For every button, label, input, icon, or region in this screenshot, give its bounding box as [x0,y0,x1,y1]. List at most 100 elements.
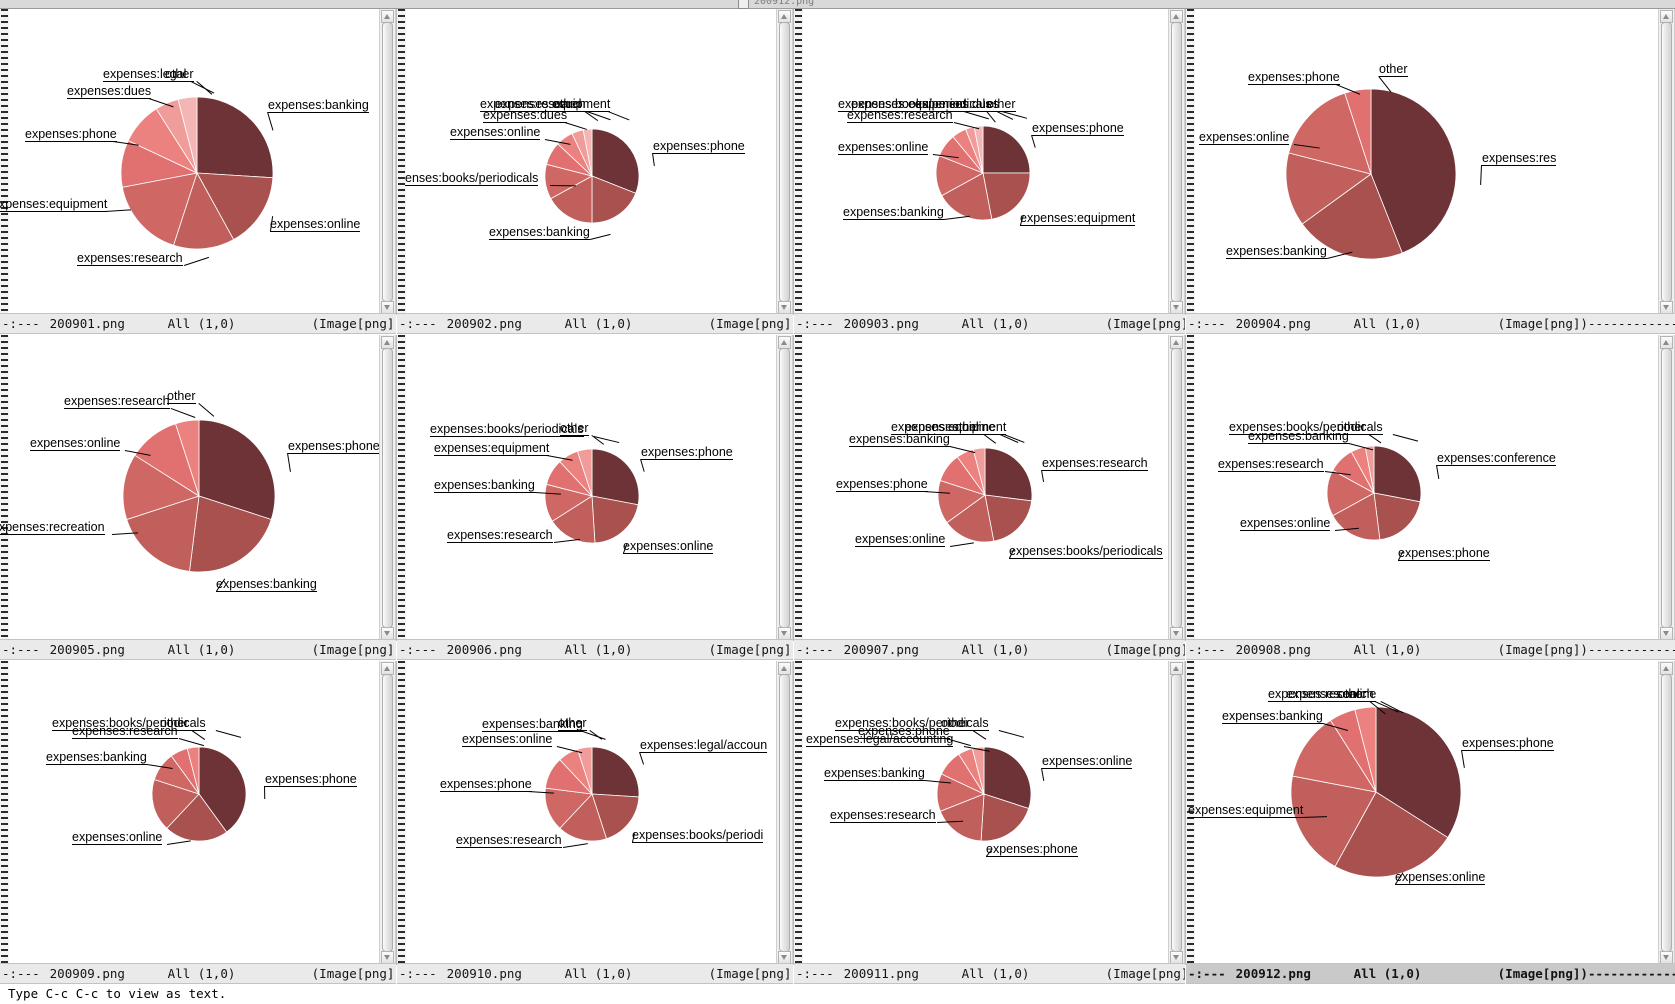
pie-slice-label: expenses:online [1395,870,1486,885]
pie-chart [935,125,1031,221]
scrollbar-thumb[interactable] [1171,674,1182,952]
vertical-scrollbar[interactable] [1658,9,1675,315]
continuation-marks-icon [795,9,802,315]
modeline[interactable]: -:--- 200904.png All (1,0) (Image[png])----… [1186,313,1675,334]
image-canvas[interactable]: expenses:banking other expenses:online expe… [397,661,778,965]
emacs-window-200903[interactable]: expenses:books/periodicals expenses:equip… [794,9,1185,334]
vertical-scrollbar[interactable] [1168,335,1185,641]
image-canvas[interactable]: expenses:equipment expenses:online other ex… [794,335,1170,641]
image-canvas[interactable]: expenses:books/periodicals other expenses:… [794,661,1170,965]
scrollbar-thumb[interactable] [779,674,790,952]
pie-slice [122,454,200,520]
window-divider[interactable] [1185,335,1186,641]
pie-slice [984,494,1033,542]
pie-slice [972,447,986,496]
pie-slice-label: expenses:banking [482,717,583,732]
vertical-scrollbar[interactable] [776,661,793,965]
pie-slice-label: expenses:online [1286,687,1377,702]
image-canvas[interactable]: expenses:research other expenses:online exp… [0,335,381,641]
emacs-window-200907[interactable]: expenses:equipment expenses:online other ex… [794,335,1185,660]
emacs-window-200908[interactable]: expenses:books/periodicals other expenses:… [1186,335,1675,660]
emacs-window-200909[interactable]: expenses:books/periodicals other expenses:… [0,661,396,984]
scrollbar-thumb[interactable] [1661,674,1672,952]
modeline[interactable]: -:--- 200908.png All (1,0) (Image[png])----… [1186,639,1675,660]
pie-slice-label: expenses:legal [103,67,187,82]
modeline-position: All (1,0) [167,316,236,331]
vertical-scrollbar[interactable] [1658,661,1675,965]
pie-slice-label: expenses:research [847,108,953,123]
continuation-marks-icon [1,335,8,641]
image-canvas[interactable]: other expenses:phone expenses:online expens… [1186,9,1660,315]
window-divider[interactable] [1185,661,1186,965]
pie-slice [550,175,593,224]
modeline-major-mode: (Image[png]) [311,642,396,657]
modeline-position: All (1,0) [564,642,633,657]
scroll-up-arrow-icon[interactable] [1660,10,1673,23]
window-divider[interactable] [793,661,794,965]
emacs-window-200905[interactable]: expenses:research other expenses:online exp… [0,335,396,660]
window-divider[interactable] [396,335,397,641]
scrollbar-thumb[interactable] [1661,22,1672,302]
scrollbar-thumb[interactable] [1171,22,1182,302]
vertical-scrollbar[interactable] [1168,661,1185,965]
pie-slice-label: enses:books/periodicals [405,171,539,186]
scrollbar-thumb[interactable] [382,22,393,302]
modeline-prefix: -:--- [2,642,40,657]
pie-chart [544,746,640,842]
image-canvas[interactable]: expenses:legal other expenses:dues expenses… [0,9,381,315]
image-canvas[interactable]: expenses:books/periodicals other expenses:… [0,661,381,965]
emacs-window-200910[interactable]: expenses:banking other expenses:online expe… [397,661,793,984]
window-divider[interactable] [793,9,794,315]
vertical-scrollbar[interactable] [379,661,396,965]
emacs-window-200906[interactable]: expenses:books/periodicals other expenses:… [397,335,793,660]
window-divider[interactable] [396,661,397,965]
left-fringe [794,9,803,315]
vertical-scrollbar[interactable] [379,335,396,641]
vertical-scrollbar[interactable] [1658,335,1675,641]
scrollbar-thumb[interactable] [382,674,393,952]
scrollbar-thumb[interactable] [779,22,790,302]
modeline-position: All (1,0) [961,316,1030,331]
pie-slice [941,172,993,221]
modeline-buffer-name: 200902.png [446,316,522,331]
modeline-position: All (1,0) [564,316,633,331]
pie-slice [551,495,596,544]
emacs-window-200902[interactable]: expenses:research expenses:equipment other… [397,9,793,334]
modeline-major-mode: (Image[png]) [708,966,793,981]
pie-slice [198,419,276,520]
emacs-window-200904[interactable]: other expenses:phone expenses:online expens… [1186,9,1675,334]
scrollbar-thumb[interactable] [1661,348,1672,628]
vertical-scrollbar[interactable] [1168,9,1185,315]
continuation-marks-icon [398,335,405,641]
scroll-up-arrow-icon[interactable] [1170,10,1183,23]
vertical-scrollbar[interactable] [776,9,793,315]
image-canvas[interactable]: expenses:books/periodicals expenses:equip… [794,9,1170,315]
image-canvas[interactable]: expenses:research expenses:equipment other… [397,9,778,315]
window-divider[interactable] [1185,9,1186,315]
vertical-scrollbar[interactable] [776,335,793,641]
emacs-window-200911[interactable]: expenses:books/periodicals other expenses:… [794,661,1185,984]
image-canvas[interactable]: expenses:books/periodicals other expenses:… [397,335,778,641]
scrollbar-thumb[interactable] [382,348,393,628]
vertical-scrollbar[interactable] [379,9,396,315]
window-divider[interactable] [793,335,794,641]
emacs-window-200912[interactable]: expenses:research expenses:online other exp… [1186,661,1675,984]
emacs-window-200901[interactable]: expenses:legal other expenses:dues expenses… [0,9,396,334]
scrollbar-thumb[interactable] [779,348,790,628]
window-divider[interactable] [396,9,397,315]
scrollbar-thumb[interactable] [1171,348,1182,628]
image-canvas[interactable]: expenses:research expenses:online other exp… [1186,661,1660,965]
modeline[interactable]: -:--- 200912.png All (1,0) (Image[png])----… [1186,963,1675,984]
pie-slice [591,793,640,840]
image-canvas[interactable]: expenses:books/periodicals other expenses:… [1186,335,1660,641]
minibuffer[interactable]: Type C-c C-c to view as text. [0,984,1675,1004]
